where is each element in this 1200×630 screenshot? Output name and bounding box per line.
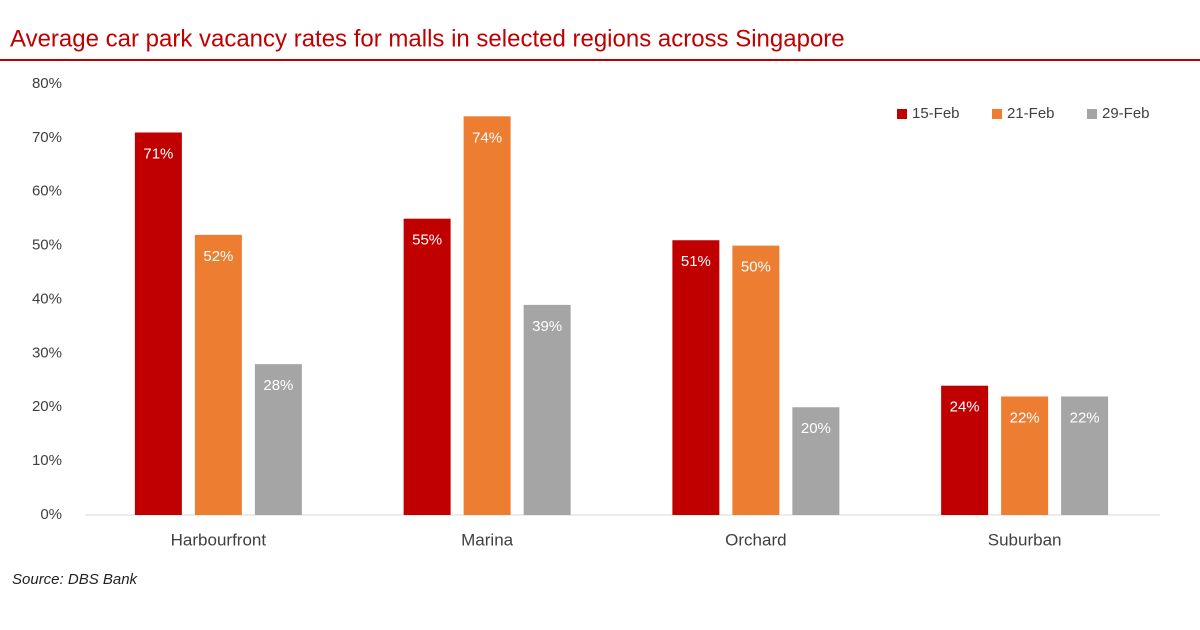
bar <box>134 132 182 516</box>
y-tick-label: 0% <box>40 506 62 523</box>
y-tick-label: 10% <box>32 452 62 469</box>
value-label: 52% <box>203 248 233 265</box>
value-label: 74% <box>472 129 502 146</box>
y-tick-label: 60% <box>32 183 62 200</box>
legend-label: 21-Feb <box>1007 105 1055 122</box>
y-tick-label: 30% <box>32 344 62 361</box>
bar <box>1001 396 1049 515</box>
y-tick-label: 40% <box>32 290 62 307</box>
value-label: 50% <box>741 259 771 276</box>
value-label: 55% <box>412 232 442 249</box>
bar <box>463 116 511 515</box>
y-tick-label: 80% <box>32 75 62 92</box>
x-tick-label: Suburban <box>988 530 1062 549</box>
bar <box>254 364 302 515</box>
source: Source: DBS Bank <box>12 571 139 588</box>
value-label: 51% <box>681 253 711 270</box>
value-label: 24% <box>950 399 980 416</box>
legend-swatch <box>992 109 1002 119</box>
legend-swatch <box>1087 109 1097 119</box>
bar <box>941 385 989 515</box>
chart-title: Average car park vacancy rates for malls… <box>10 25 845 52</box>
x-tick-label: Orchard <box>725 530 786 549</box>
bar <box>732 245 780 515</box>
bar <box>194 234 242 515</box>
y-tick-label: 50% <box>32 237 62 254</box>
value-label: 22% <box>1070 409 1100 426</box>
legend-label: 15-Feb <box>912 105 960 122</box>
bar <box>403 218 451 515</box>
x-tick-label: Harbourfront <box>171 530 267 549</box>
y-tick-label: 20% <box>32 398 62 415</box>
bar <box>1061 396 1109 515</box>
y-tick-label: 70% <box>32 129 62 146</box>
bar <box>672 240 720 516</box>
value-label: 22% <box>1010 409 1040 426</box>
value-label: 71% <box>143 145 173 162</box>
legend-swatch <box>897 109 907 119</box>
value-label: 39% <box>532 318 562 335</box>
x-tick-label: Marina <box>461 530 514 549</box>
value-label: 20% <box>801 420 831 437</box>
legend-label: 29-Feb <box>1102 105 1150 122</box>
bar <box>792 407 840 515</box>
bar <box>523 304 571 515</box>
value-label: 28% <box>263 377 293 394</box>
